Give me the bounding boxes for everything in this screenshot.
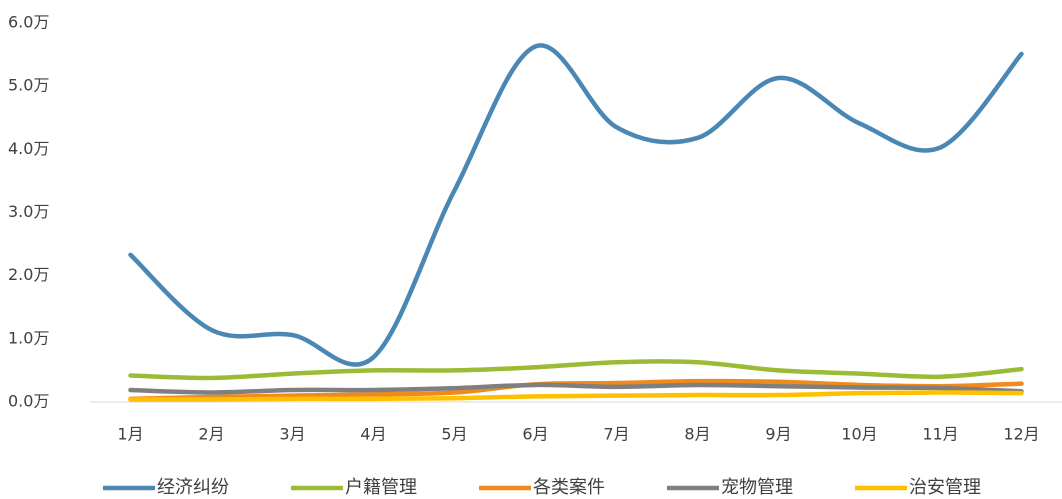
legend-label: 宠物管理 [721, 477, 793, 498]
series-line [128, 382, 1024, 395]
y-tick-label: 1.0万 [8, 328, 49, 347]
series-line [128, 359, 1024, 381]
series-line [128, 378, 1024, 402]
x-tick-label: 12月 [1003, 425, 1039, 444]
x-tick-label: 6月 [522, 425, 548, 444]
x-tick-label: 7月 [603, 425, 629, 444]
y-tick-label: 3.0万 [8, 202, 49, 221]
legend-label: 各类案件 [533, 477, 605, 498]
x-tick-label: 11月 [922, 425, 958, 444]
series-line [128, 390, 1024, 402]
y-tick-label: 0.0万 [8, 392, 49, 411]
y-tick-label: 4.0万 [8, 139, 49, 158]
x-tick-label: 3月 [279, 425, 305, 444]
legend-label: 经济纠纷 [157, 477, 229, 498]
x-tick-label: 8月 [684, 425, 710, 444]
x-tick-label: 5月 [441, 425, 467, 444]
legend-label: 户籍管理 [345, 477, 417, 498]
series-line [128, 43, 1024, 367]
y-tick-label: 2.0万 [8, 265, 49, 284]
y-tick-label: 5.0万 [8, 76, 49, 95]
x-tick-label: 1月 [117, 425, 143, 444]
y-tick-label: 6.0万 [8, 13, 49, 32]
x-tick-label: 2月 [198, 425, 224, 444]
legend-label: 治安管理 [909, 477, 981, 498]
x-tick-label: 10月 [841, 425, 877, 444]
x-tick-label: 9月 [765, 425, 791, 444]
x-tick-label: 4月 [360, 425, 386, 444]
